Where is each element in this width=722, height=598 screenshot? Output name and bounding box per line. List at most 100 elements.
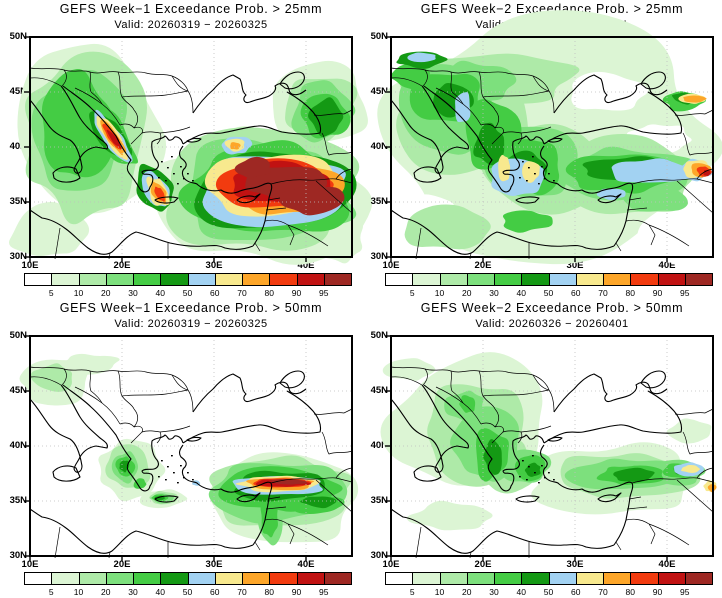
- colorbar-tick-label: 60: [571, 288, 581, 298]
- colorbar-tick-label: 30: [128, 587, 138, 597]
- panel-week2-50mm: GEFS Week−2 Exceedance Prob. > 50mm Vali…: [361, 299, 722, 598]
- colorbar-segment: [521, 572, 550, 585]
- lon-tick-label: 20E: [474, 260, 492, 271]
- colorbar-segment: [51, 273, 80, 286]
- colorbar-segment: [105, 273, 134, 286]
- lon-tick-label: 10E: [21, 559, 39, 570]
- colorbar-tick-label: 90: [652, 587, 663, 597]
- colorbar-tick-label: 10: [73, 288, 84, 298]
- lat-tick-label: 45N: [9, 86, 27, 97]
- colorbar-tick-label: 30: [489, 587, 499, 597]
- colorbar-segment: [630, 572, 659, 585]
- lon-tick-label: 40E: [297, 559, 315, 570]
- lat-tick-label: 45N: [370, 385, 388, 396]
- map-area: 50N 45N 40N 35N 30N 10E 20E 30E 40E: [371, 10, 722, 271]
- lon-tick-label: 10E: [21, 260, 39, 271]
- colorbar-tick-label: 70: [598, 587, 608, 597]
- colorbar-tick-label: 95: [680, 587, 690, 597]
- lon-tick-label: 40E: [658, 260, 676, 271]
- colorbar-segment: [242, 273, 271, 286]
- colorbar-tick-label: 30: [489, 288, 499, 298]
- lat-tick-label: 50N: [9, 31, 27, 42]
- lat-tick-label: 50N: [370, 31, 388, 42]
- colorbar-tick-label: 80: [625, 587, 635, 597]
- colorbar-tick-label: 90: [291, 587, 302, 597]
- colorbar-segment: [24, 273, 53, 286]
- colorbar-segment: [548, 273, 577, 286]
- colorbar-segment: [494, 572, 523, 585]
- colorbar-tick-label: 40: [516, 288, 526, 298]
- colorbar-segment: [603, 273, 632, 286]
- colorbar-tick-label: 50: [182, 587, 193, 597]
- colorbar-tick-label: 95: [319, 587, 329, 597]
- map-area: 50N 45N 40N 35N 30N 10E 20E 30E 40E: [8, 32, 373, 271]
- colorbar-segment: [78, 572, 107, 585]
- panel-week2-25mm: GEFS Week−2 Exceedance Prob. > 25mm Vali…: [361, 0, 722, 299]
- lat-tick-label: 35N: [370, 495, 388, 506]
- colorbar-tick-label: 20: [101, 288, 111, 298]
- lat-tick-label: 40N: [9, 440, 27, 451]
- probability-map-week2-50mm: [380, 335, 717, 561]
- probability-colorbar: 5 10 20 30 40 50 60 70 80 90 95: [385, 273, 713, 298]
- lat-tick-label: 45N: [370, 86, 388, 97]
- colorbar-segment: [657, 273, 686, 286]
- colorbar-segment: [160, 572, 189, 585]
- colorbar-tick-label: 5: [409, 288, 415, 298]
- colorbar-segment: [385, 273, 414, 286]
- colorbar-tick-label: 20: [462, 587, 472, 597]
- colorbar-segment: [269, 572, 298, 585]
- colorbar-tick-label: 90: [652, 288, 663, 298]
- probability-colorbar: 5 10 20 30 40 50 60 70 80 90 95: [24, 273, 352, 298]
- colorbar-segment: [24, 572, 53, 585]
- colorbar-tick-label: 10: [434, 587, 445, 597]
- colorbar-tick-label: 20: [101, 587, 111, 597]
- panel-title: GEFS Week−2 Exceedance Prob. > 25mm: [420, 2, 684, 16]
- colorbar-segment: [105, 572, 134, 585]
- colorbar-segment: [269, 273, 298, 286]
- lat-tick-label: 45N: [9, 385, 27, 396]
- colorbar-segment: [603, 572, 632, 585]
- colorbar-tick-label: 40: [155, 288, 165, 298]
- lon-tick-label: 20E: [113, 260, 131, 271]
- colorbar-segment: [684, 572, 713, 585]
- lat-tick-label: 40N: [9, 141, 27, 152]
- lon-tick-label: 40E: [297, 260, 315, 271]
- colorbar-segment: [214, 273, 243, 286]
- lon-tick-label: 40E: [658, 559, 676, 570]
- probability-map-week1-25mm: [8, 36, 373, 265]
- colorbar-segment: [133, 273, 162, 286]
- colorbar-segment: [439, 572, 468, 585]
- panel-title: GEFS Week−2 Exceedance Prob. > 50mm: [420, 301, 684, 315]
- colorbar-tick-label: 40: [155, 587, 165, 597]
- colorbar-tick-label: 10: [434, 288, 445, 298]
- colorbar-segment: [466, 572, 495, 585]
- probability-map-week1-50mm: [19, 335, 359, 561]
- probability-colorbar: 5 10 20 30 40 50 60 70 80 90 95: [24, 572, 352, 597]
- colorbar-segment: [657, 572, 686, 585]
- colorbar-tick-label: 70: [598, 288, 608, 298]
- colorbar-tick-label: 30: [128, 288, 138, 298]
- colorbar-segment: [133, 572, 162, 585]
- panel-valid-range: Valid: 20260319 − 20260325: [114, 318, 268, 330]
- colorbar-segment: [296, 273, 325, 286]
- lat-tick-label: 30N: [9, 550, 27, 561]
- colorbar-segment: [630, 273, 659, 286]
- colorbar-tick-label: 95: [680, 288, 690, 298]
- lon-tick-label: 30E: [205, 260, 223, 271]
- colorbar-segment: [296, 572, 325, 585]
- colorbar-segment: [214, 572, 243, 585]
- colorbar-segment: [187, 572, 216, 585]
- lon-tick-label: 10E: [382, 260, 400, 271]
- probability-colorbar: 5 10 20 30 40 50 60 70 80 90 95: [385, 572, 713, 597]
- colorbar-tick-label: 5: [409, 587, 415, 597]
- colorbar-segment: [78, 273, 107, 286]
- colorbar-tick-label: 40: [516, 587, 526, 597]
- colorbar-segment: [160, 273, 189, 286]
- colorbar-tick-label: 60: [210, 288, 220, 298]
- colorbar-segment: [684, 273, 713, 286]
- colorbar-segment: [323, 572, 352, 585]
- map-area: 50N 45N 40N 35N 30N 10E 20E 30E 40E: [371, 331, 717, 570]
- lat-tick-label: 35N: [370, 196, 388, 207]
- lat-tick-label: 50N: [9, 330, 27, 341]
- colorbar-segment: [439, 273, 468, 286]
